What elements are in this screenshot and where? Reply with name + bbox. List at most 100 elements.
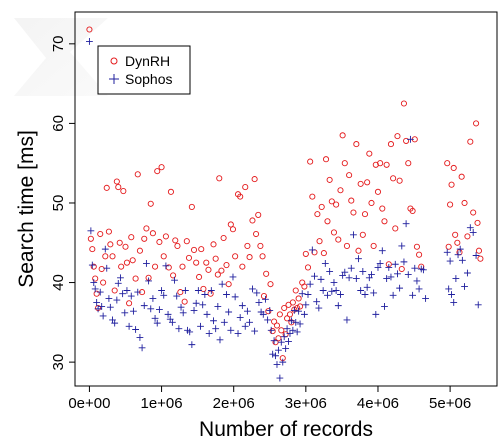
data-point-dynrh <box>267 281 274 288</box>
data-point-dynrh <box>89 246 96 253</box>
data-point-sophos <box>450 299 458 306</box>
data-point-sophos <box>88 261 96 269</box>
y-tick-label: 40 <box>50 274 67 291</box>
data-point-sophos <box>280 333 288 341</box>
data-point-dynrh <box>229 226 237 233</box>
data-point-sophos <box>164 310 172 318</box>
data-point-sophos <box>404 271 412 278</box>
data-point-sophos <box>179 309 187 317</box>
data-point-sophos <box>143 260 150 267</box>
x-tick-label: 4e+06 <box>357 395 399 412</box>
data-point-dynrh <box>330 229 338 236</box>
data-point-sophos <box>286 330 294 337</box>
data-point-sophos <box>130 307 137 315</box>
data-point-dynrh <box>390 175 397 182</box>
watermark-shape <box>14 18 108 96</box>
data-point-sophos <box>192 299 200 307</box>
data-point-sophos <box>244 307 251 315</box>
data-point-sophos <box>267 326 275 334</box>
data-point-sophos <box>190 307 198 314</box>
data-point-sophos <box>212 325 220 333</box>
data-point-sophos <box>136 334 144 341</box>
data-point-dynrh <box>403 137 410 144</box>
data-point-dynrh <box>392 225 399 232</box>
data-point-sophos <box>186 328 194 336</box>
data-point-sophos <box>269 350 277 358</box>
data-point-sophos <box>153 319 161 327</box>
data-point-sophos <box>317 275 325 283</box>
data-point-sophos <box>304 291 312 298</box>
data-point-sophos <box>216 336 224 344</box>
data-point-dynrh <box>307 158 314 165</box>
data-point-dynrh <box>214 271 221 278</box>
data-point-sophos <box>370 289 378 297</box>
data-point-sophos <box>119 290 127 298</box>
data-point-dynrh <box>448 181 455 188</box>
data-point-dynrh <box>152 263 159 270</box>
data-point-sophos <box>113 296 121 304</box>
legend-label-dynrh: DynRH <box>125 53 170 69</box>
data-point-dynrh <box>87 235 94 242</box>
data-point-dynrh <box>322 156 330 163</box>
data-point-dynrh <box>452 231 459 238</box>
data-point-dynrh <box>196 273 203 281</box>
data-point-dynrh <box>447 201 454 208</box>
data-point-sophos <box>334 302 342 310</box>
data-point-sophos <box>302 301 310 309</box>
data-point-dynrh <box>154 168 161 175</box>
data-point-dynrh <box>464 233 471 240</box>
data-point-sophos <box>389 291 397 299</box>
data-point-sophos <box>210 317 217 325</box>
data-point-sophos <box>121 309 129 317</box>
data-point-sophos <box>359 268 367 275</box>
data-point-dynrh <box>475 247 483 254</box>
data-point-dynrh <box>255 211 262 218</box>
data-point-sophos <box>454 251 462 259</box>
data-point-dynrh <box>253 230 260 238</box>
data-point-dynrh <box>450 164 457 172</box>
data-point-dynrh <box>185 254 193 261</box>
data-point-sophos <box>147 305 155 313</box>
data-point-sophos <box>127 292 135 300</box>
data-point-dynrh <box>203 259 210 266</box>
data-point-sophos <box>324 291 331 299</box>
legend-label-sophos: Sophos <box>125 71 172 87</box>
data-point-sophos <box>220 318 228 326</box>
data-point-dynrh <box>370 242 377 249</box>
data-point-dynrh <box>295 295 302 302</box>
data-point-sophos <box>132 326 139 333</box>
data-point-dynrh <box>111 287 118 294</box>
data-point-dynrh <box>220 234 227 242</box>
data-point-dynrh <box>232 253 239 260</box>
data-point-sophos <box>276 374 284 382</box>
data-point-sophos <box>398 242 406 250</box>
data-point-dynrh <box>218 267 225 274</box>
data-point-dynrh <box>251 176 258 183</box>
y-tick-label: 60 <box>50 115 67 132</box>
data-point-dynrh <box>473 120 480 127</box>
data-point-dynrh <box>409 207 416 214</box>
x-tick-label: 5e+06 <box>429 395 471 412</box>
data-point-dynrh <box>350 209 357 216</box>
data-point-dynrh <box>93 290 100 297</box>
data-point-sophos <box>151 314 159 322</box>
data-point-sophos <box>158 287 165 294</box>
data-point-sophos <box>105 295 113 302</box>
data-point-sophos <box>229 273 237 281</box>
data-point-sophos <box>270 337 278 345</box>
data-point-dynrh <box>170 272 177 279</box>
data-point-sophos <box>168 318 176 326</box>
data-point-dynrh <box>379 205 386 212</box>
data-point-sophos <box>86 38 93 45</box>
data-point-sophos <box>330 279 338 286</box>
data-point-sophos <box>374 264 382 271</box>
data-point-dynrh <box>174 242 181 249</box>
data-point-dynrh <box>227 221 234 228</box>
data-point-sophos <box>99 312 107 320</box>
data-point-dynrh <box>276 311 283 318</box>
data-point-sophos <box>134 288 142 296</box>
data-point-sophos <box>469 229 477 236</box>
data-point-sophos <box>461 283 468 290</box>
data-point-sophos <box>106 303 114 311</box>
data-point-sophos <box>231 293 239 301</box>
